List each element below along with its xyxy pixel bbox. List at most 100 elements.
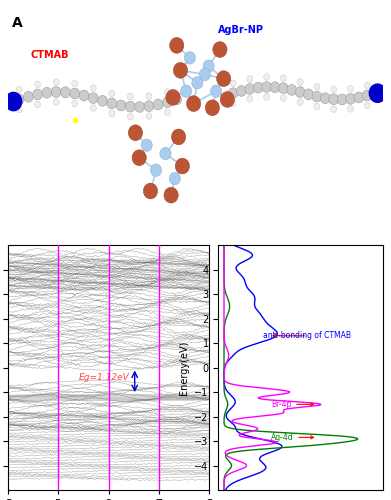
Circle shape: [144, 101, 154, 112]
Circle shape: [127, 114, 133, 120]
Circle shape: [297, 79, 303, 86]
Circle shape: [146, 93, 152, 100]
Circle shape: [184, 52, 196, 64]
Circle shape: [270, 82, 280, 92]
Circle shape: [79, 90, 89, 101]
Circle shape: [88, 92, 98, 104]
Circle shape: [192, 76, 203, 89]
Circle shape: [175, 158, 190, 174]
Circle shape: [172, 94, 181, 105]
Text: A: A: [12, 16, 22, 30]
Text: AgBr-NP: AgBr-NP: [218, 25, 264, 35]
Circle shape: [72, 80, 78, 87]
Circle shape: [331, 106, 337, 112]
Circle shape: [53, 98, 59, 105]
Circle shape: [210, 85, 222, 98]
Circle shape: [135, 102, 145, 112]
Text: anti-bonding of CTMAB: anti-bonding of CTMAB: [263, 332, 352, 340]
Circle shape: [217, 71, 231, 86]
Circle shape: [98, 96, 108, 106]
Circle shape: [90, 104, 96, 112]
Circle shape: [72, 100, 78, 107]
Circle shape: [314, 103, 320, 110]
Circle shape: [247, 96, 253, 102]
Circle shape: [109, 110, 115, 116]
Circle shape: [203, 60, 214, 72]
Circle shape: [346, 94, 355, 104]
Circle shape: [132, 150, 146, 166]
Circle shape: [329, 94, 339, 104]
Circle shape: [42, 88, 52, 98]
Circle shape: [90, 85, 96, 91]
Circle shape: [262, 82, 271, 92]
Circle shape: [35, 81, 41, 88]
Circle shape: [143, 183, 158, 199]
Circle shape: [312, 91, 322, 102]
Circle shape: [264, 74, 270, 80]
Circle shape: [33, 89, 43, 100]
Circle shape: [314, 83, 320, 90]
Circle shape: [173, 62, 188, 78]
Circle shape: [165, 89, 170, 96]
Circle shape: [264, 94, 270, 100]
Circle shape: [348, 86, 353, 92]
Circle shape: [164, 188, 178, 203]
Circle shape: [205, 100, 219, 116]
Circle shape: [237, 86, 246, 96]
Circle shape: [247, 76, 253, 82]
Circle shape: [61, 87, 70, 98]
Y-axis label: Energy(eV): Energy(eV): [179, 340, 189, 395]
Circle shape: [364, 82, 370, 89]
Text: CTMAB: CTMAB: [30, 50, 69, 60]
Circle shape: [280, 75, 286, 82]
Circle shape: [187, 96, 201, 112]
Circle shape: [16, 106, 22, 113]
Circle shape: [35, 101, 41, 107]
Circle shape: [297, 98, 303, 105]
Circle shape: [109, 90, 115, 96]
Circle shape: [181, 85, 192, 98]
Circle shape: [371, 88, 380, 99]
Circle shape: [304, 89, 314, 100]
Circle shape: [70, 88, 80, 99]
Circle shape: [362, 90, 372, 101]
Circle shape: [228, 88, 238, 99]
Circle shape: [146, 113, 152, 119]
Circle shape: [364, 102, 370, 109]
Circle shape: [213, 42, 227, 58]
Text: Eg=1.12eV: Eg=1.12eV: [78, 374, 129, 382]
Circle shape: [172, 129, 186, 145]
Circle shape: [287, 84, 297, 96]
Text: Ag-4d: Ag-4d: [271, 433, 314, 442]
Circle shape: [16, 86, 22, 93]
Circle shape: [170, 38, 184, 54]
Circle shape: [107, 98, 117, 109]
Circle shape: [160, 148, 171, 160]
Circle shape: [14, 94, 24, 105]
Circle shape: [253, 82, 263, 93]
Circle shape: [165, 109, 170, 116]
Circle shape: [337, 94, 347, 105]
Circle shape: [321, 93, 330, 104]
Circle shape: [220, 92, 235, 108]
Circle shape: [126, 102, 135, 112]
Circle shape: [280, 95, 286, 102]
Circle shape: [163, 97, 172, 108]
Circle shape: [128, 125, 143, 140]
Circle shape: [5, 92, 22, 110]
Circle shape: [354, 92, 364, 103]
Circle shape: [116, 100, 126, 111]
Circle shape: [245, 84, 255, 94]
Circle shape: [230, 100, 236, 106]
Circle shape: [51, 86, 61, 98]
Circle shape: [199, 68, 210, 80]
Circle shape: [53, 78, 59, 86]
Circle shape: [151, 164, 162, 176]
Circle shape: [348, 106, 353, 112]
Text: Br-4p: Br-4p: [271, 400, 314, 409]
Circle shape: [230, 80, 236, 86]
Circle shape: [153, 99, 163, 110]
Circle shape: [169, 172, 181, 185]
Circle shape: [166, 90, 180, 106]
Circle shape: [295, 86, 305, 98]
